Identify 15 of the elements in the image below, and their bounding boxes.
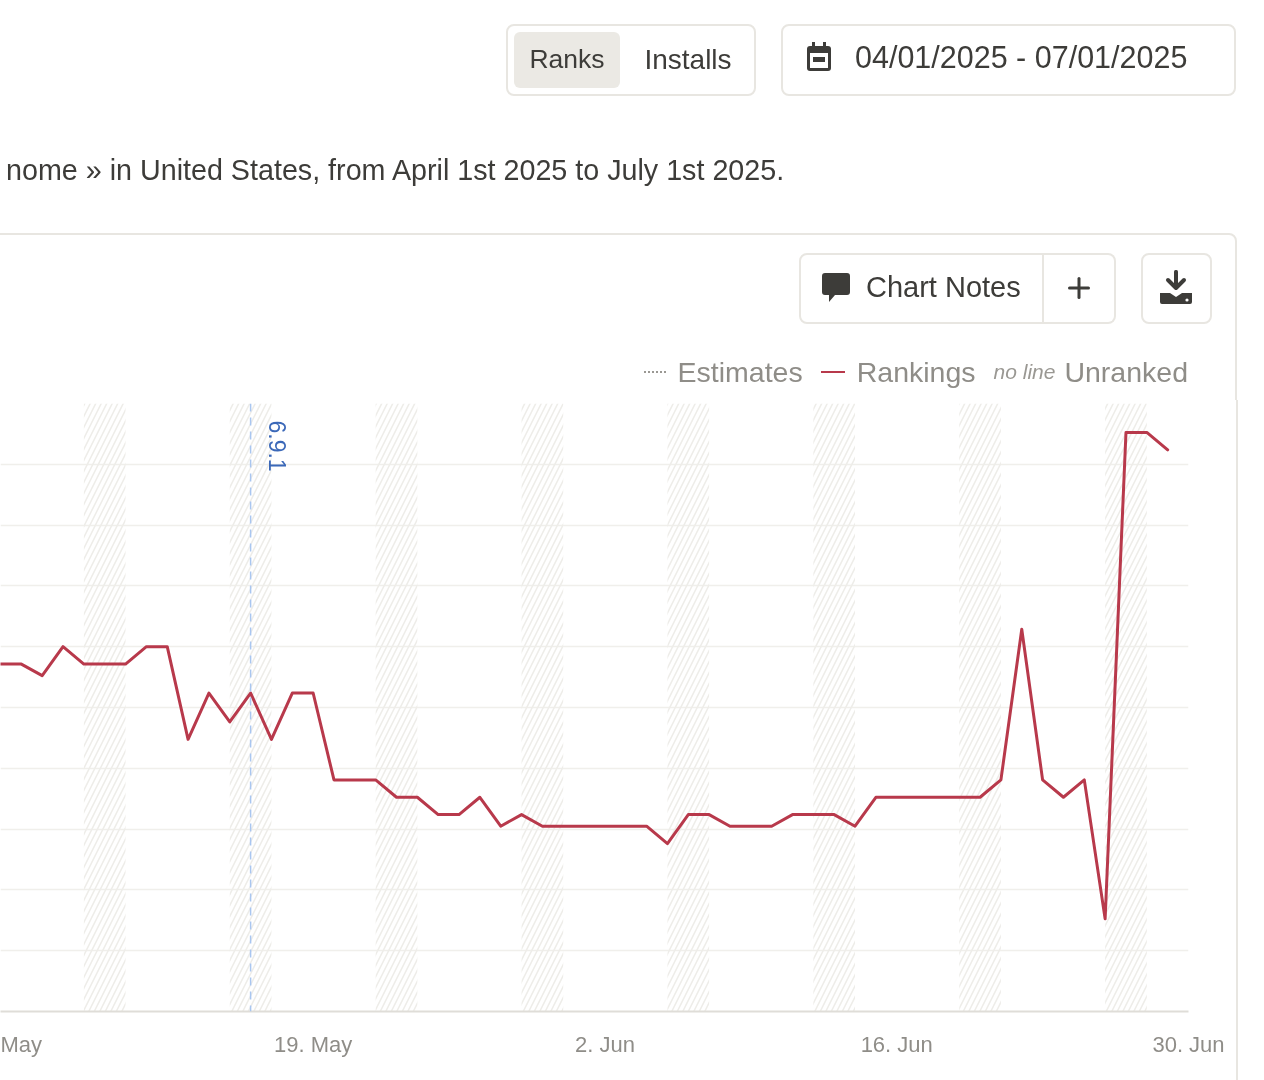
- legend-label: Rankings: [856, 354, 976, 390]
- tab-selected: Ranks: [514, 32, 620, 88]
- text: 04/01/2025 - 07/01/2025: [855, 39, 1188, 77]
- text: Installs: [643, 43, 733, 77]
- x-tick-label: 16. Jun: [860, 1031, 933, 1057]
- text: no line: [993, 359, 1056, 385]
- legend-label: Unranked: [1064, 354, 1188, 390]
- legend-label: Estimates: [677, 354, 803, 390]
- x-tick-label: 19. May: [274, 1031, 353, 1057]
- ref-line-label: 6.9.1: [263, 420, 290, 472]
- x-tick-label: May: [0, 1031, 43, 1057]
- x-tick-label: 30. Jun: [1152, 1031, 1225, 1057]
- x-tick-label: 2. Jun: [574, 1031, 635, 1057]
- text: Chart Notes: [866, 269, 1021, 305]
- chart-subtitle: nome » in United States, from April 1st 2025 to July 1st 2025.: [6, 152, 785, 188]
